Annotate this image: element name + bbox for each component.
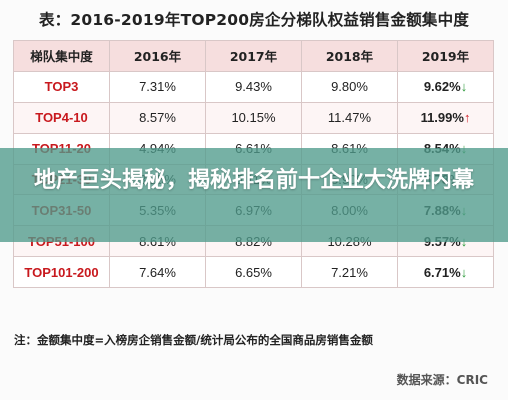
header-cell: 2018年 (301, 40, 398, 72)
arrow-up-icon: ↑ (463, 110, 471, 126)
value-2019: 11.99%↑ (397, 101, 494, 134)
headline-banner (0, 148, 508, 242)
value-2016: 7.31% (109, 70, 206, 103)
value-2016: 8.57% (109, 101, 206, 134)
value-2018: 11.47% (301, 101, 398, 134)
value-2019: 6.71%↓ (397, 256, 494, 289)
value-2019-text: 11.99% (420, 110, 464, 126)
value-2017: 6.65% (205, 256, 302, 289)
arrow-down-icon: ↓ (460, 264, 468, 280)
row-label: TOP101-200 (13, 256, 110, 289)
row-label: TOP4-10 (13, 101, 110, 134)
arrow-down-icon: ↓ (460, 79, 468, 95)
header-row: 梯队集中度 2016年 2017年 2018年 2019年 (13, 40, 494, 72)
header-cell: 梯队集中度 (13, 40, 110, 72)
table-title: 表：2016-2019年TOP200房企分梯队权益销售金额集中度 (38, 11, 470, 29)
value-2018: 9.80% (301, 70, 398, 103)
value-2019-text: 6.71% (423, 264, 461, 280)
header-cell: 2017年 (205, 40, 302, 72)
table-row: TOP101-200 7.64% 6.65% 7.21% 6.71%↓ (13, 256, 494, 289)
row-label: TOP3 (13, 70, 110, 103)
table-row: TOP4-10 8.57% 10.15% 11.47% 11.99%↑ (13, 101, 494, 134)
table-row: TOP3 7.31% 9.43% 9.80% 9.62%↓ (13, 70, 494, 103)
headline-text: 地产巨头揭秘，揭秘排名前十企业大洗牌内幕 (33, 168, 474, 193)
value-2017: 10.15% (205, 101, 302, 134)
value-2019-text: 9.62% (423, 79, 461, 95)
value-2018: 7.21% (301, 256, 398, 289)
header-cell: 2019年 (397, 40, 494, 72)
value-2017: 9.43% (205, 70, 302, 103)
value-2016: 7.64% (109, 256, 206, 289)
source-text: 数据来源：CRIC (396, 373, 488, 387)
footnote: 注：金额集中度=入榜房企销售金额/统计局公布的全国商品房销售金额 (14, 333, 373, 347)
header-cell: 2016年 (109, 40, 206, 72)
value-2019: 9.62%↓ (397, 70, 494, 103)
